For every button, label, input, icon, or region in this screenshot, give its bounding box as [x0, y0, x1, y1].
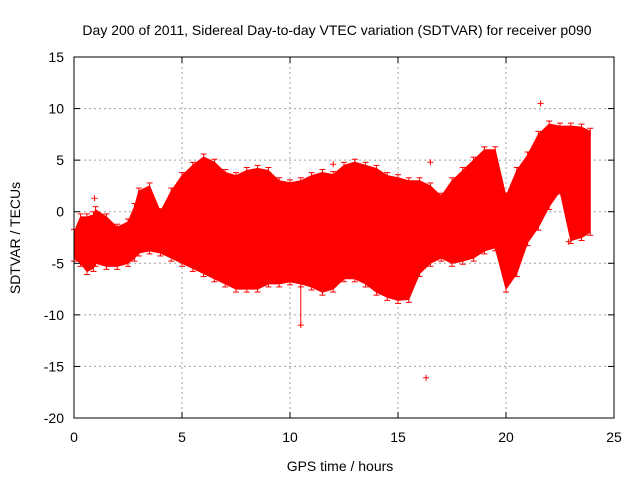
- y-tick-label: 0: [56, 204, 64, 220]
- y-tick-label: -5: [52, 255, 65, 271]
- y-tick-label: -10: [44, 307, 64, 323]
- x-axis-label: GPS time / hours: [287, 458, 394, 474]
- plot-frame: [73, 56, 615, 419]
- y-tick-label: 15: [48, 49, 64, 65]
- y-tick-label: 10: [48, 101, 64, 117]
- x-tick-label: 10: [282, 429, 298, 445]
- x-tick-label: 15: [390, 429, 406, 445]
- data-layer: [71, 100, 594, 381]
- y-tick-label: -15: [44, 358, 64, 374]
- y-tick-label: 5: [56, 152, 64, 168]
- axis-layer: 0 5 10 15 20 25 -20 -15 -10 -5 0 5 10 15: [44, 49, 622, 445]
- y-tick-label: -20: [44, 410, 64, 426]
- x-tick-label: 20: [498, 429, 514, 445]
- x-tick-label: 0: [70, 429, 78, 445]
- x-tick-label: 25: [606, 429, 622, 445]
- y-axis-label: SDTVAR / TECUs: [7, 182, 23, 294]
- x-tick-label: 5: [178, 429, 186, 445]
- chart-title: Day 200 of 2011, Sidereal Day-to-day VTE…: [82, 22, 591, 38]
